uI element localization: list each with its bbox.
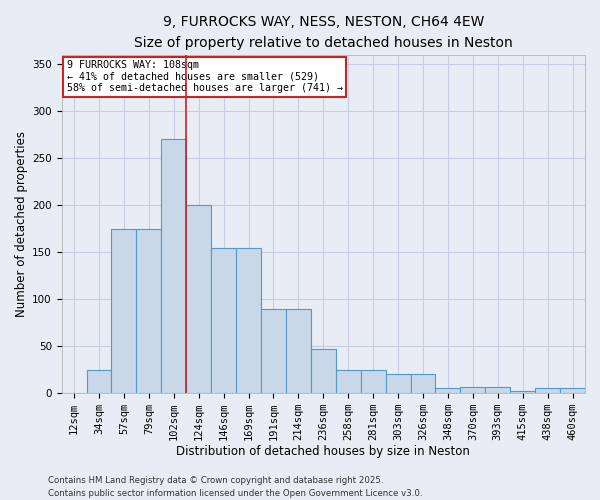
Bar xyxy=(361,370,386,393)
Bar xyxy=(485,386,510,393)
Bar xyxy=(535,388,560,393)
Text: Contains HM Land Registry data © Crown copyright and database right 2025.
Contai: Contains HM Land Registry data © Crown c… xyxy=(48,476,422,498)
X-axis label: Distribution of detached houses by size in Neston: Distribution of detached houses by size … xyxy=(176,444,470,458)
Bar xyxy=(436,388,460,393)
Text: 9 FURROCKS WAY: 108sqm
← 41% of detached houses are smaller (529)
58% of semi-de: 9 FURROCKS WAY: 108sqm ← 41% of detached… xyxy=(67,60,343,93)
Bar xyxy=(336,370,361,393)
Bar xyxy=(311,349,336,393)
Bar xyxy=(186,205,211,393)
Bar xyxy=(560,388,585,393)
Bar xyxy=(236,248,261,393)
Bar xyxy=(211,248,236,393)
Bar xyxy=(410,374,436,393)
Bar xyxy=(386,374,410,393)
Bar xyxy=(112,228,136,393)
Y-axis label: Number of detached properties: Number of detached properties xyxy=(15,131,28,317)
Bar xyxy=(161,140,186,393)
Bar xyxy=(286,308,311,393)
Bar xyxy=(510,391,535,393)
Bar xyxy=(460,386,485,393)
Title: 9, FURROCKS WAY, NESS, NESTON, CH64 4EW
Size of property relative to detached ho: 9, FURROCKS WAY, NESS, NESTON, CH64 4EW … xyxy=(134,15,512,50)
Bar xyxy=(136,228,161,393)
Bar xyxy=(261,308,286,393)
Bar xyxy=(86,370,112,393)
